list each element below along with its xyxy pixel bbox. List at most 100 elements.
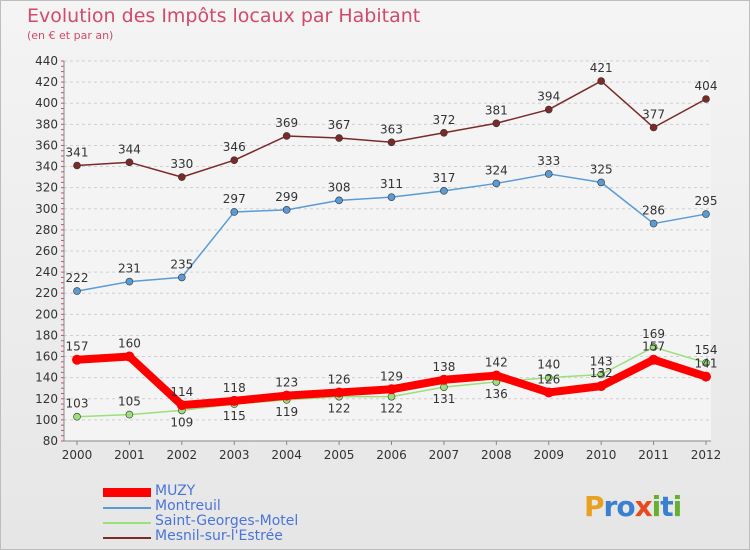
y-tick-label: 380 bbox=[35, 117, 58, 131]
data-point bbox=[124, 351, 135, 362]
data-label: 126 bbox=[537, 372, 560, 386]
data-point bbox=[543, 387, 554, 398]
data-point bbox=[178, 273, 186, 282]
y-tick-label: 220 bbox=[35, 286, 58, 300]
data-point bbox=[230, 208, 239, 216]
data-label: 123 bbox=[275, 376, 298, 390]
data-label: 122 bbox=[328, 402, 351, 416]
data-label: 138 bbox=[432, 360, 455, 374]
data-label: 369 bbox=[275, 116, 298, 130]
y-tick-label: 280 bbox=[35, 223, 58, 237]
data-label: 341 bbox=[66, 146, 89, 160]
x-tick-label: 2000 bbox=[62, 448, 93, 462]
data-label: 308 bbox=[328, 180, 351, 194]
data-label: 222 bbox=[66, 271, 89, 285]
data-point bbox=[544, 170, 553, 178]
data-label: 118 bbox=[223, 381, 246, 395]
x-tick-label: 2004 bbox=[271, 448, 302, 462]
data-point bbox=[701, 371, 711, 382]
data-label: 311 bbox=[380, 177, 403, 191]
data-point bbox=[702, 95, 710, 103]
data-point bbox=[125, 158, 134, 167]
data-label: 129 bbox=[380, 369, 403, 383]
data-label: 140 bbox=[537, 358, 560, 372]
data-label: 114 bbox=[170, 385, 193, 399]
legend-label: Saint-Georges-Motel bbox=[155, 513, 299, 529]
data-label: 126 bbox=[328, 372, 351, 386]
data-point bbox=[386, 384, 397, 395]
data-point bbox=[125, 277, 134, 286]
data-point bbox=[648, 354, 659, 365]
legend-label: Mesnil-sur-l'Estrée bbox=[155, 528, 283, 544]
data-label: 122 bbox=[380, 402, 403, 416]
data-point bbox=[230, 156, 239, 165]
data-label: 136 bbox=[485, 387, 508, 401]
y-tick-label: 260 bbox=[35, 244, 58, 258]
data-label: 119 bbox=[275, 405, 298, 419]
data-label: 103 bbox=[66, 397, 89, 411]
x-tick-label: 2007 bbox=[429, 448, 460, 462]
x-tick-label: 2008 bbox=[481, 448, 512, 462]
x-tick-label: 2012 bbox=[691, 448, 722, 462]
data-point bbox=[491, 370, 502, 381]
data-point bbox=[649, 343, 658, 351]
data-label: 372 bbox=[432, 113, 455, 127]
data-label: 143 bbox=[590, 355, 613, 369]
data-label: 394 bbox=[537, 90, 560, 104]
data-point bbox=[438, 374, 449, 385]
data-label: 324 bbox=[485, 163, 508, 177]
data-label: 142 bbox=[485, 356, 508, 370]
data-label: 131 bbox=[432, 392, 455, 406]
x-tick-label: 2010 bbox=[586, 448, 617, 462]
x-tick-label: 2005 bbox=[324, 448, 355, 462]
data-label: 333 bbox=[537, 154, 560, 168]
data-label: 367 bbox=[328, 118, 351, 132]
data-point bbox=[544, 105, 553, 114]
data-point bbox=[282, 132, 291, 140]
y-tick-label: 420 bbox=[35, 75, 58, 89]
chart-title: Evolution des Impôts locaux par Habitant bbox=[27, 5, 421, 27]
y-tick-label: 360 bbox=[35, 138, 58, 152]
data-point bbox=[178, 173, 186, 181]
data-label: 115 bbox=[223, 409, 246, 423]
data-label: 297 bbox=[223, 192, 246, 206]
data-label: 157 bbox=[66, 340, 89, 354]
data-point bbox=[73, 161, 81, 170]
data-point bbox=[597, 77, 605, 85]
data-label: 421 bbox=[590, 61, 613, 75]
data-point bbox=[649, 123, 658, 132]
data-label: 325 bbox=[590, 162, 613, 176]
y-tick-label: 120 bbox=[35, 392, 58, 406]
data-point bbox=[387, 138, 396, 147]
y-tick-label: 200 bbox=[35, 307, 58, 321]
data-label: 132 bbox=[590, 366, 613, 380]
data-point bbox=[282, 206, 291, 214]
y-tick-label: 160 bbox=[35, 350, 58, 364]
data-label: 235 bbox=[170, 257, 193, 271]
data-point bbox=[229, 395, 240, 406]
legend-swatch bbox=[103, 537, 151, 539]
data-label: 381 bbox=[485, 103, 508, 117]
y-tick-label: 240 bbox=[35, 265, 58, 279]
data-label: 105 bbox=[118, 395, 141, 409]
data-point bbox=[702, 359, 710, 367]
data-point bbox=[125, 410, 134, 419]
x-tick-label: 2001 bbox=[114, 448, 145, 462]
data-point bbox=[702, 210, 710, 218]
x-tick-label: 2009 bbox=[533, 448, 564, 462]
legend-swatch bbox=[103, 522, 151, 524]
y-tick-label: 400 bbox=[35, 96, 58, 110]
x-tick-label: 2002 bbox=[167, 448, 198, 462]
data-point bbox=[649, 219, 658, 228]
legend-label: MUZY bbox=[155, 483, 196, 499]
data-point bbox=[72, 354, 82, 365]
y-tick-label: 320 bbox=[35, 181, 58, 195]
y-tick-label: 80 bbox=[43, 434, 58, 448]
data-point bbox=[281, 390, 292, 401]
data-point bbox=[334, 387, 345, 398]
data-point bbox=[73, 412, 81, 421]
proxiti-logo: Proxiti bbox=[584, 490, 682, 523]
data-point bbox=[335, 196, 343, 205]
